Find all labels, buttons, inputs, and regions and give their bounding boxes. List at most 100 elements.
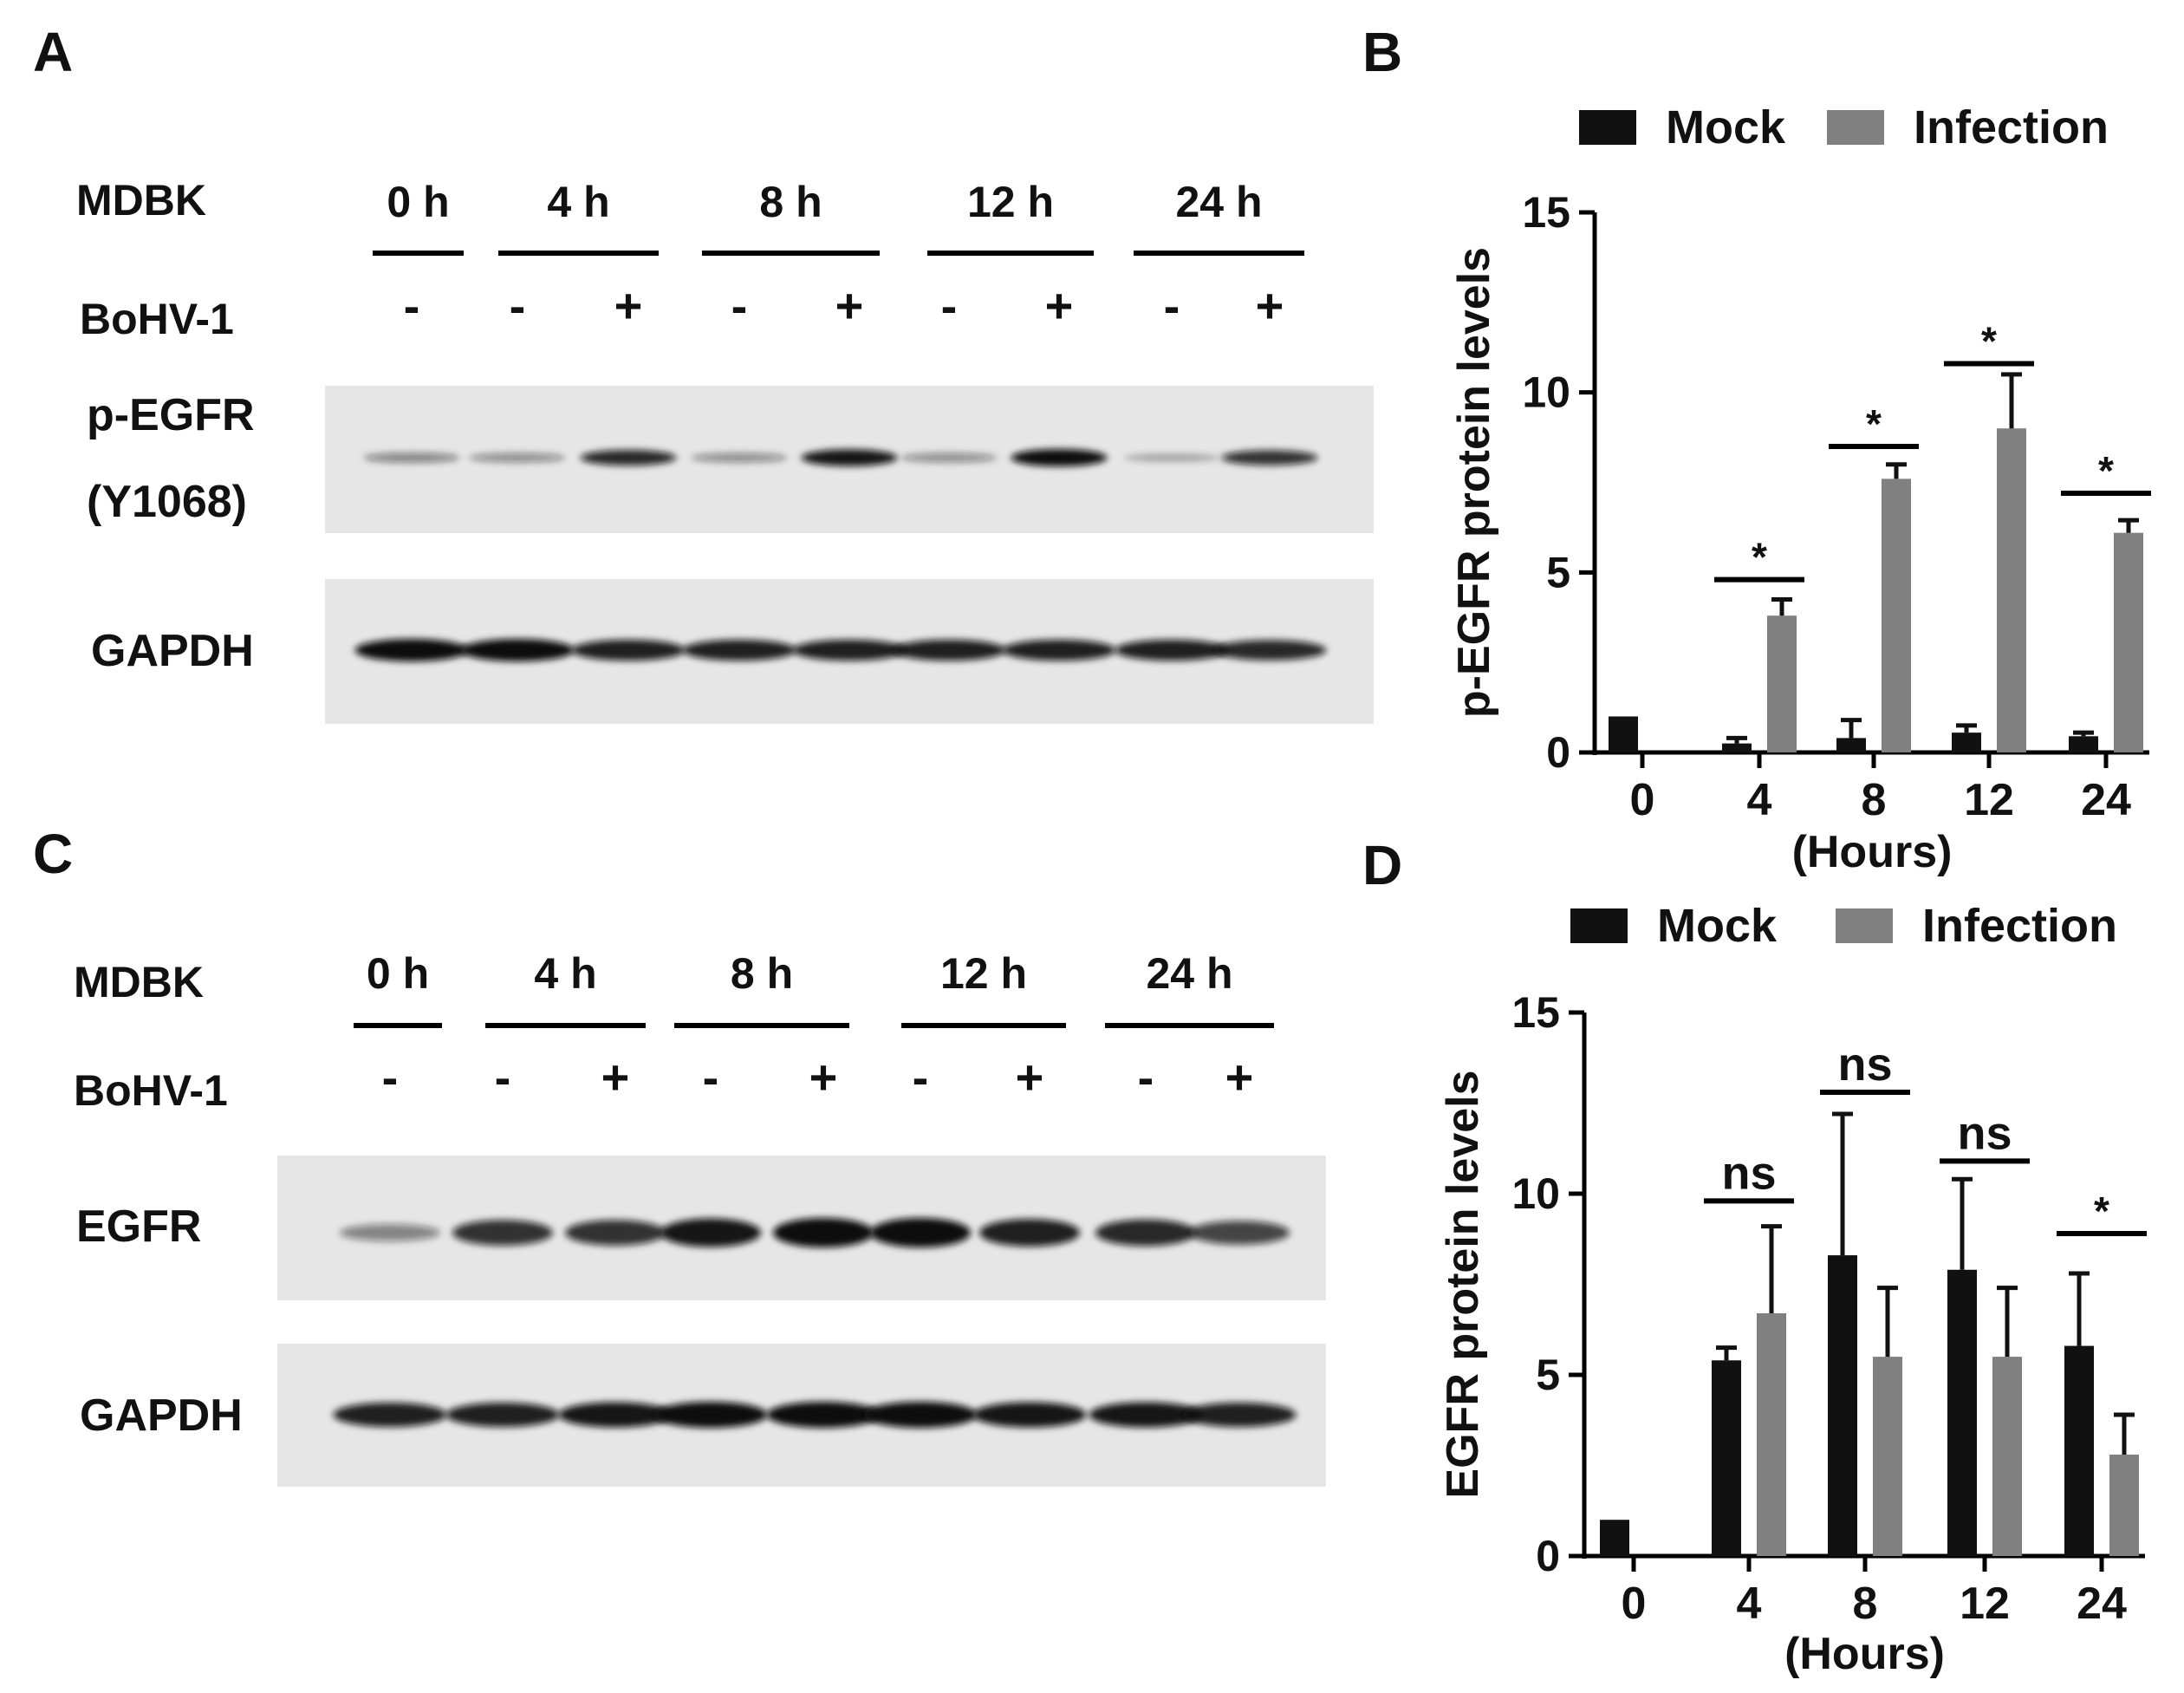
treatment-sign: - [495,1050,511,1104]
treatment-sign: - [1164,278,1180,333]
bar [1757,1312,1786,1556]
bar [2114,532,2143,752]
bar [1947,1269,1977,1556]
bar [1609,716,1638,752]
significance-label: * [1866,401,1882,446]
bar [1992,1357,2022,1556]
legend-swatch [1579,110,1636,145]
significance-label: ns [1837,1039,1892,1091]
y-axis-title: EGFR protein levels [1438,1070,1488,1498]
significance-label: * [1981,318,1997,363]
blot-label: GAPDH [80,1390,243,1441]
blot-band [1221,450,1318,466]
blot-band [445,1402,560,1428]
blot-band [682,639,796,661]
treatment-sign: - [510,278,526,333]
blot-band [1095,1219,1196,1247]
y-axis-title: p-EGFR protein levels [1449,247,1499,718]
y-tick-label: 5 [1536,1351,1560,1399]
time-label: 24 h [1175,178,1262,226]
bar [1828,1255,1857,1556]
blot-band [363,453,460,463]
blot-label: (Y1068) [87,477,247,527]
treatment-label: BoHV-1 [74,1066,228,1115]
treatment-sign: - [382,1050,399,1104]
blot-band [1002,639,1116,661]
y-tick-label: 15 [1511,988,1560,1037]
panel-d-bar-chart: D Mock Infection 0 5 10 15 EGFR protein levels 0… [1362,834,2147,1679]
treatment-sign: + [835,278,864,333]
time-label: 12 h [967,178,1054,226]
blot-band [1089,1402,1203,1428]
blot-band [660,1218,761,1247]
panel-letter: D [1362,834,1402,896]
blot-band [766,1402,881,1428]
y-tick-label: 5 [1546,548,1570,596]
blot-band [691,453,788,463]
blot-band [571,639,686,661]
blot-band [979,1219,1080,1247]
blot-band [870,1218,971,1247]
blot-band [863,1402,978,1428]
blot-band [653,1402,768,1428]
bar [1836,738,1866,752]
panel-letter: A [33,21,73,83]
bar [1997,428,2026,752]
treatment-label: BoHV-1 [80,295,234,343]
y-tick-label: 0 [1546,728,1570,777]
treatment-sign: - [731,278,748,333]
x-tick-label: 4 [1737,1579,1762,1629]
bar [2109,1454,2139,1556]
blot-band [773,1218,874,1247]
y-tick-label: 10 [1511,1169,1560,1218]
legend-label: Mock [1657,900,1778,952]
treatment-sign: - [913,1050,929,1104]
legend-swatch [1827,110,1884,145]
treatment-sign: + [614,278,643,333]
time-label: 0 h [367,949,429,998]
blot-band [1182,1402,1297,1428]
blot-band [801,449,898,466]
significance-label: * [2098,448,2114,493]
x-tick-label: 0 [1630,775,1655,825]
legend-label: Infection [1914,101,2109,153]
y-tick-label: 0 [1536,1532,1560,1580]
x-tick-label: 8 [1853,1579,1878,1629]
panel-letter: C [33,823,73,885]
x-tick-label: 12 [1960,1579,2010,1629]
bar [1712,1360,1741,1556]
x-axis-title: (Hours) [1784,1629,1945,1679]
blot-band [792,639,907,661]
bar [1722,743,1752,752]
x-tick-label: 8 [1862,775,1887,825]
blot-band [892,639,1006,661]
blot-band [1123,453,1220,462]
blot-label: p-EGFR [87,390,255,440]
significance-label: ns [1721,1147,1776,1199]
time-label: 4 h [547,178,609,226]
treatment-sign: + [1256,278,1284,333]
time-label: 24 h [1146,949,1232,998]
blot-band [1212,640,1327,661]
blot-band [452,1220,553,1246]
blot-label: EGFR [76,1201,201,1252]
blot-band [1189,1221,1290,1245]
x-tick-label: 0 [1622,1579,1647,1629]
treatment-sign: - [404,278,420,333]
x-tick-label: 24 [2081,775,2131,825]
blot-band [340,1224,440,1241]
blot-band [900,453,998,463]
blot-band [1115,639,1229,661]
significance-label: ns [1957,1107,2012,1159]
treatment-sign: - [941,278,958,333]
bar [1873,1357,1902,1556]
bar [1600,1520,1629,1556]
panel-b-bar-chart: B Mock Infection 0 5 10 15 p-EGFR protein level… [1362,21,2151,877]
cell-line-label: MDBK [74,958,204,1006]
bar [1882,479,1911,752]
treatment-sign: + [601,1050,630,1104]
time-label: 8 h [731,949,793,998]
time-label: 12 h [940,949,1027,998]
bar [2064,1345,2094,1556]
treatment-sign: + [809,1050,838,1104]
